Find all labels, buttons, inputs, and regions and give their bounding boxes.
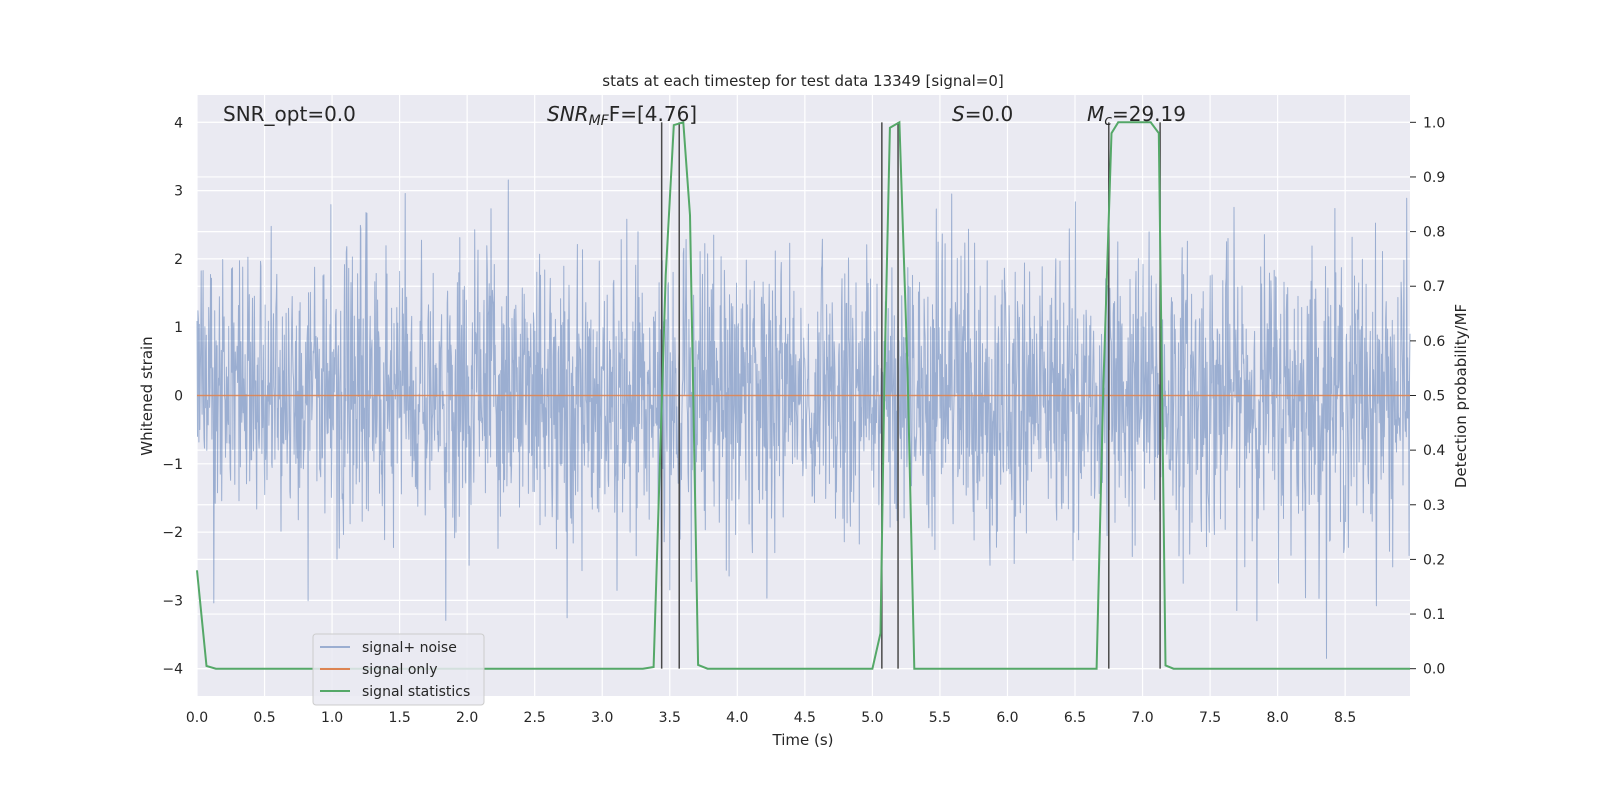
y2-axis-label: Detection probability/MF (1452, 304, 1470, 488)
x-tick-label: 3.5 (659, 710, 681, 726)
chart-title: stats at each timestep for test data 133… (602, 72, 1003, 90)
x-tick-label: 4.0 (726, 710, 748, 726)
y-axis-label: Whitened strain (138, 336, 156, 455)
x-tick-label: 7.5 (1199, 710, 1221, 726)
x-tick-label: 6.0 (996, 710, 1018, 726)
y-tick-label: −2 (162, 525, 183, 541)
legend-box (312, 633, 485, 706)
x-tick-label: 0.0 (186, 710, 208, 726)
y-tick-label: 1 (174, 320, 183, 336)
x-tick-label: 6.5 (1064, 710, 1086, 726)
x-tick-label: 5.5 (929, 710, 951, 726)
annotation-mc: Mc=29.19 (1087, 102, 1186, 129)
y2-tick-label: 0.7 (1423, 279, 1445, 295)
x-tick-label: 8.0 (1266, 710, 1288, 726)
x-tick-label: 0.5 (253, 710, 275, 726)
y2-tick-label: 1.0 (1423, 115, 1445, 131)
series-signal-noise (196, 179, 1411, 659)
x-tick-label: 8.5 (1334, 710, 1356, 726)
x-tick-label: 4.5 (794, 710, 816, 726)
x-axis-label: Time (s) (772, 731, 834, 749)
legend-label-signal-statistics: signal statistics (362, 684, 470, 700)
y-tick-label: 3 (174, 184, 183, 200)
ticks: 0.0 0.5 1.0 1.5 2.0 2.5 3.0 3.5 4.0 4.5 5.0 5.5 6.0 6… (162, 115, 1445, 726)
y-tick-label: 2 (174, 252, 183, 268)
x-tick-label: 7.0 (1131, 710, 1153, 726)
y2-tick-label: 0.0 (1423, 662, 1445, 678)
x-tick-label: 1.5 (388, 710, 410, 726)
x-tick-label: 5.0 (861, 710, 883, 726)
y2-tick-label: 0.5 (1423, 389, 1445, 405)
y-tick-label: 4 (174, 115, 183, 131)
annotation-snr-opt: SNR_opt=0.0 (223, 102, 356, 126)
y2-tick-label: 0.2 (1423, 552, 1445, 568)
legend: signal+ noise signal only signal statist… (312, 633, 485, 706)
y2-tick-label: 0.8 (1423, 225, 1445, 241)
y2-tick-label: 0.9 (1423, 170, 1445, 186)
annotation-s: S=0.0 (952, 102, 1013, 126)
y2-tick-label: 0.4 (1423, 443, 1445, 459)
y2-tick-label: 0.1 (1423, 607, 1445, 623)
x-tick-label: 3.0 (591, 710, 613, 726)
y-tick-label: −1 (162, 457, 183, 473)
y-tick-label: 0 (174, 389, 183, 405)
x-tick-label: 2.0 (456, 710, 478, 726)
y-tick-label: −4 (162, 662, 183, 678)
y2-tick-label: 0.6 (1423, 334, 1445, 350)
y-tick-label: −3 (162, 593, 183, 609)
legend-label-signal-noise: signal+ noise (362, 640, 457, 656)
x-tick-label: 2.5 (524, 710, 546, 726)
x-tick-label: 1.0 (321, 710, 343, 726)
series-line-signal-noise (196, 179, 1411, 659)
legend-label-signal-only: signal only (362, 662, 437, 678)
y2-tick-label: 0.3 (1423, 498, 1445, 514)
annotation-snr-mf: SNRMFF=[4.76] (547, 102, 697, 129)
